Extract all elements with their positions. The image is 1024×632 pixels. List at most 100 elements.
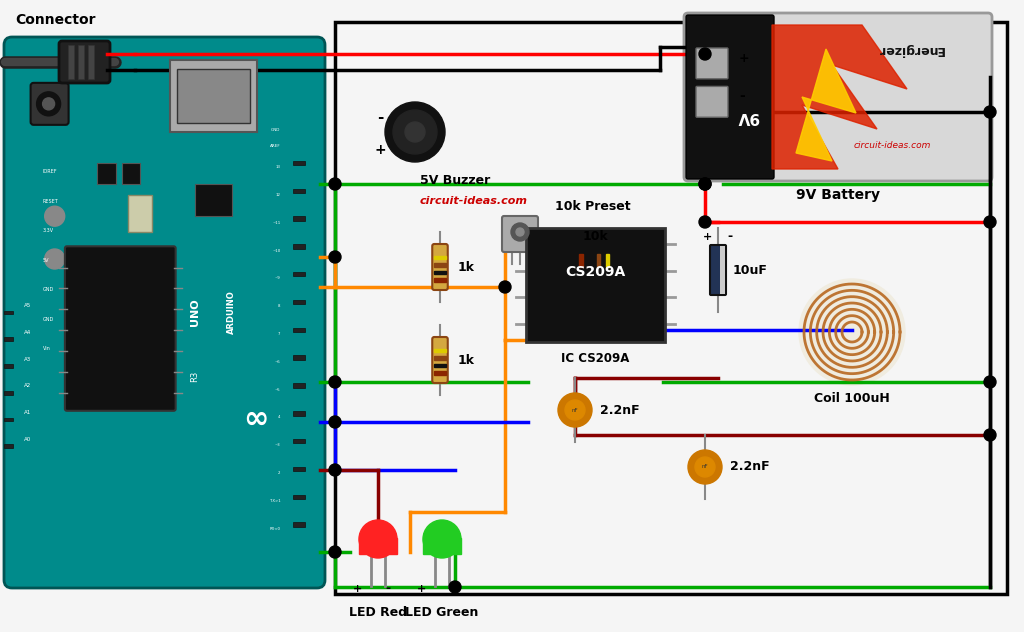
FancyBboxPatch shape — [502, 216, 538, 252]
FancyBboxPatch shape — [710, 245, 726, 295]
Text: 5V: 5V — [43, 258, 49, 263]
Text: +: + — [703, 232, 713, 242]
Bar — [434, 349, 445, 352]
Bar — [434, 270, 445, 274]
Text: 10k: 10k — [582, 230, 608, 243]
Bar — [597, 253, 600, 267]
Bar — [293, 188, 304, 193]
Text: GND: GND — [43, 287, 53, 292]
Text: A3: A3 — [25, 356, 32, 362]
FancyBboxPatch shape — [31, 83, 69, 125]
Text: GND: GND — [43, 317, 53, 322]
FancyBboxPatch shape — [59, 41, 110, 83]
Text: AREF: AREF — [269, 143, 281, 148]
Text: nF: nF — [571, 408, 579, 413]
Text: ~6: ~6 — [274, 360, 281, 364]
Bar — [720, 246, 725, 294]
Text: nF: nF — [701, 465, 709, 470]
Circle shape — [45, 206, 65, 226]
FancyBboxPatch shape — [684, 13, 992, 181]
Text: TX>1: TX>1 — [269, 499, 281, 503]
Circle shape — [699, 178, 711, 190]
FancyBboxPatch shape — [526, 228, 665, 342]
Bar — [122, 162, 140, 184]
Circle shape — [511, 223, 529, 241]
Text: CS209A: CS209A — [565, 265, 626, 279]
Circle shape — [329, 178, 341, 190]
Text: 12: 12 — [275, 193, 281, 197]
Circle shape — [984, 429, 996, 441]
Circle shape — [984, 216, 996, 228]
Polygon shape — [796, 49, 856, 161]
Text: 2: 2 — [278, 471, 281, 475]
Bar — [434, 263, 445, 267]
Text: -: - — [450, 582, 455, 595]
Bar — [293, 244, 304, 248]
Circle shape — [699, 178, 711, 190]
Circle shape — [499, 281, 511, 293]
Text: RESET: RESET — [43, 199, 58, 204]
Text: +: + — [374, 143, 386, 157]
FancyBboxPatch shape — [4, 37, 325, 588]
Text: ~11: ~11 — [272, 221, 281, 225]
Text: 1k: 1k — [458, 260, 475, 274]
Circle shape — [565, 400, 585, 420]
Bar — [4, 337, 13, 341]
Text: 10k Preset: 10k Preset — [555, 200, 631, 213]
Text: 7: 7 — [278, 332, 281, 336]
Bar — [4, 391, 13, 394]
Bar — [293, 383, 304, 388]
Bar — [88, 45, 94, 79]
Bar — [293, 523, 304, 527]
Bar — [434, 356, 445, 360]
Text: +: + — [353, 584, 362, 594]
Bar — [4, 311, 13, 314]
Circle shape — [43, 98, 54, 110]
Text: -: - — [377, 110, 383, 125]
Bar — [606, 253, 609, 267]
Circle shape — [423, 520, 461, 558]
FancyBboxPatch shape — [568, 252, 622, 269]
FancyBboxPatch shape — [432, 337, 447, 383]
Bar — [4, 444, 13, 448]
Text: 3.3V: 3.3V — [43, 228, 53, 233]
Circle shape — [385, 102, 445, 162]
Text: -: - — [385, 582, 390, 595]
Text: ARDUINO: ARDUINO — [227, 291, 237, 334]
Text: A2: A2 — [25, 384, 32, 389]
Bar — [423, 538, 461, 554]
Bar — [434, 372, 445, 375]
Circle shape — [37, 92, 60, 116]
FancyBboxPatch shape — [686, 15, 774, 179]
Text: A1: A1 — [25, 410, 32, 415]
Text: Connector: Connector — [15, 13, 95, 27]
Bar — [293, 272, 304, 276]
Circle shape — [699, 48, 711, 60]
Text: LED Red: LED Red — [349, 606, 408, 619]
Text: A0: A0 — [25, 437, 32, 442]
Text: R3: R3 — [190, 371, 200, 382]
FancyBboxPatch shape — [696, 48, 728, 79]
Bar — [4, 364, 13, 368]
Circle shape — [406, 122, 425, 142]
Text: +: + — [739, 52, 750, 65]
Circle shape — [699, 216, 711, 228]
Circle shape — [393, 110, 437, 154]
Circle shape — [984, 106, 996, 118]
FancyBboxPatch shape — [696, 87, 728, 117]
Bar — [177, 69, 250, 123]
FancyBboxPatch shape — [432, 244, 447, 290]
FancyBboxPatch shape — [170, 60, 257, 131]
Text: -: - — [739, 89, 744, 103]
Bar — [97, 162, 116, 184]
Text: ~3: ~3 — [274, 443, 281, 447]
Circle shape — [558, 393, 592, 427]
Bar — [293, 466, 304, 471]
Text: LED Green: LED Green — [406, 606, 478, 619]
Bar — [293, 327, 304, 332]
Text: ~10: ~10 — [272, 248, 281, 253]
Text: A4: A4 — [25, 330, 32, 335]
Text: 13: 13 — [275, 165, 281, 169]
FancyBboxPatch shape — [65, 246, 176, 411]
Text: 1k: 1k — [458, 353, 475, 367]
